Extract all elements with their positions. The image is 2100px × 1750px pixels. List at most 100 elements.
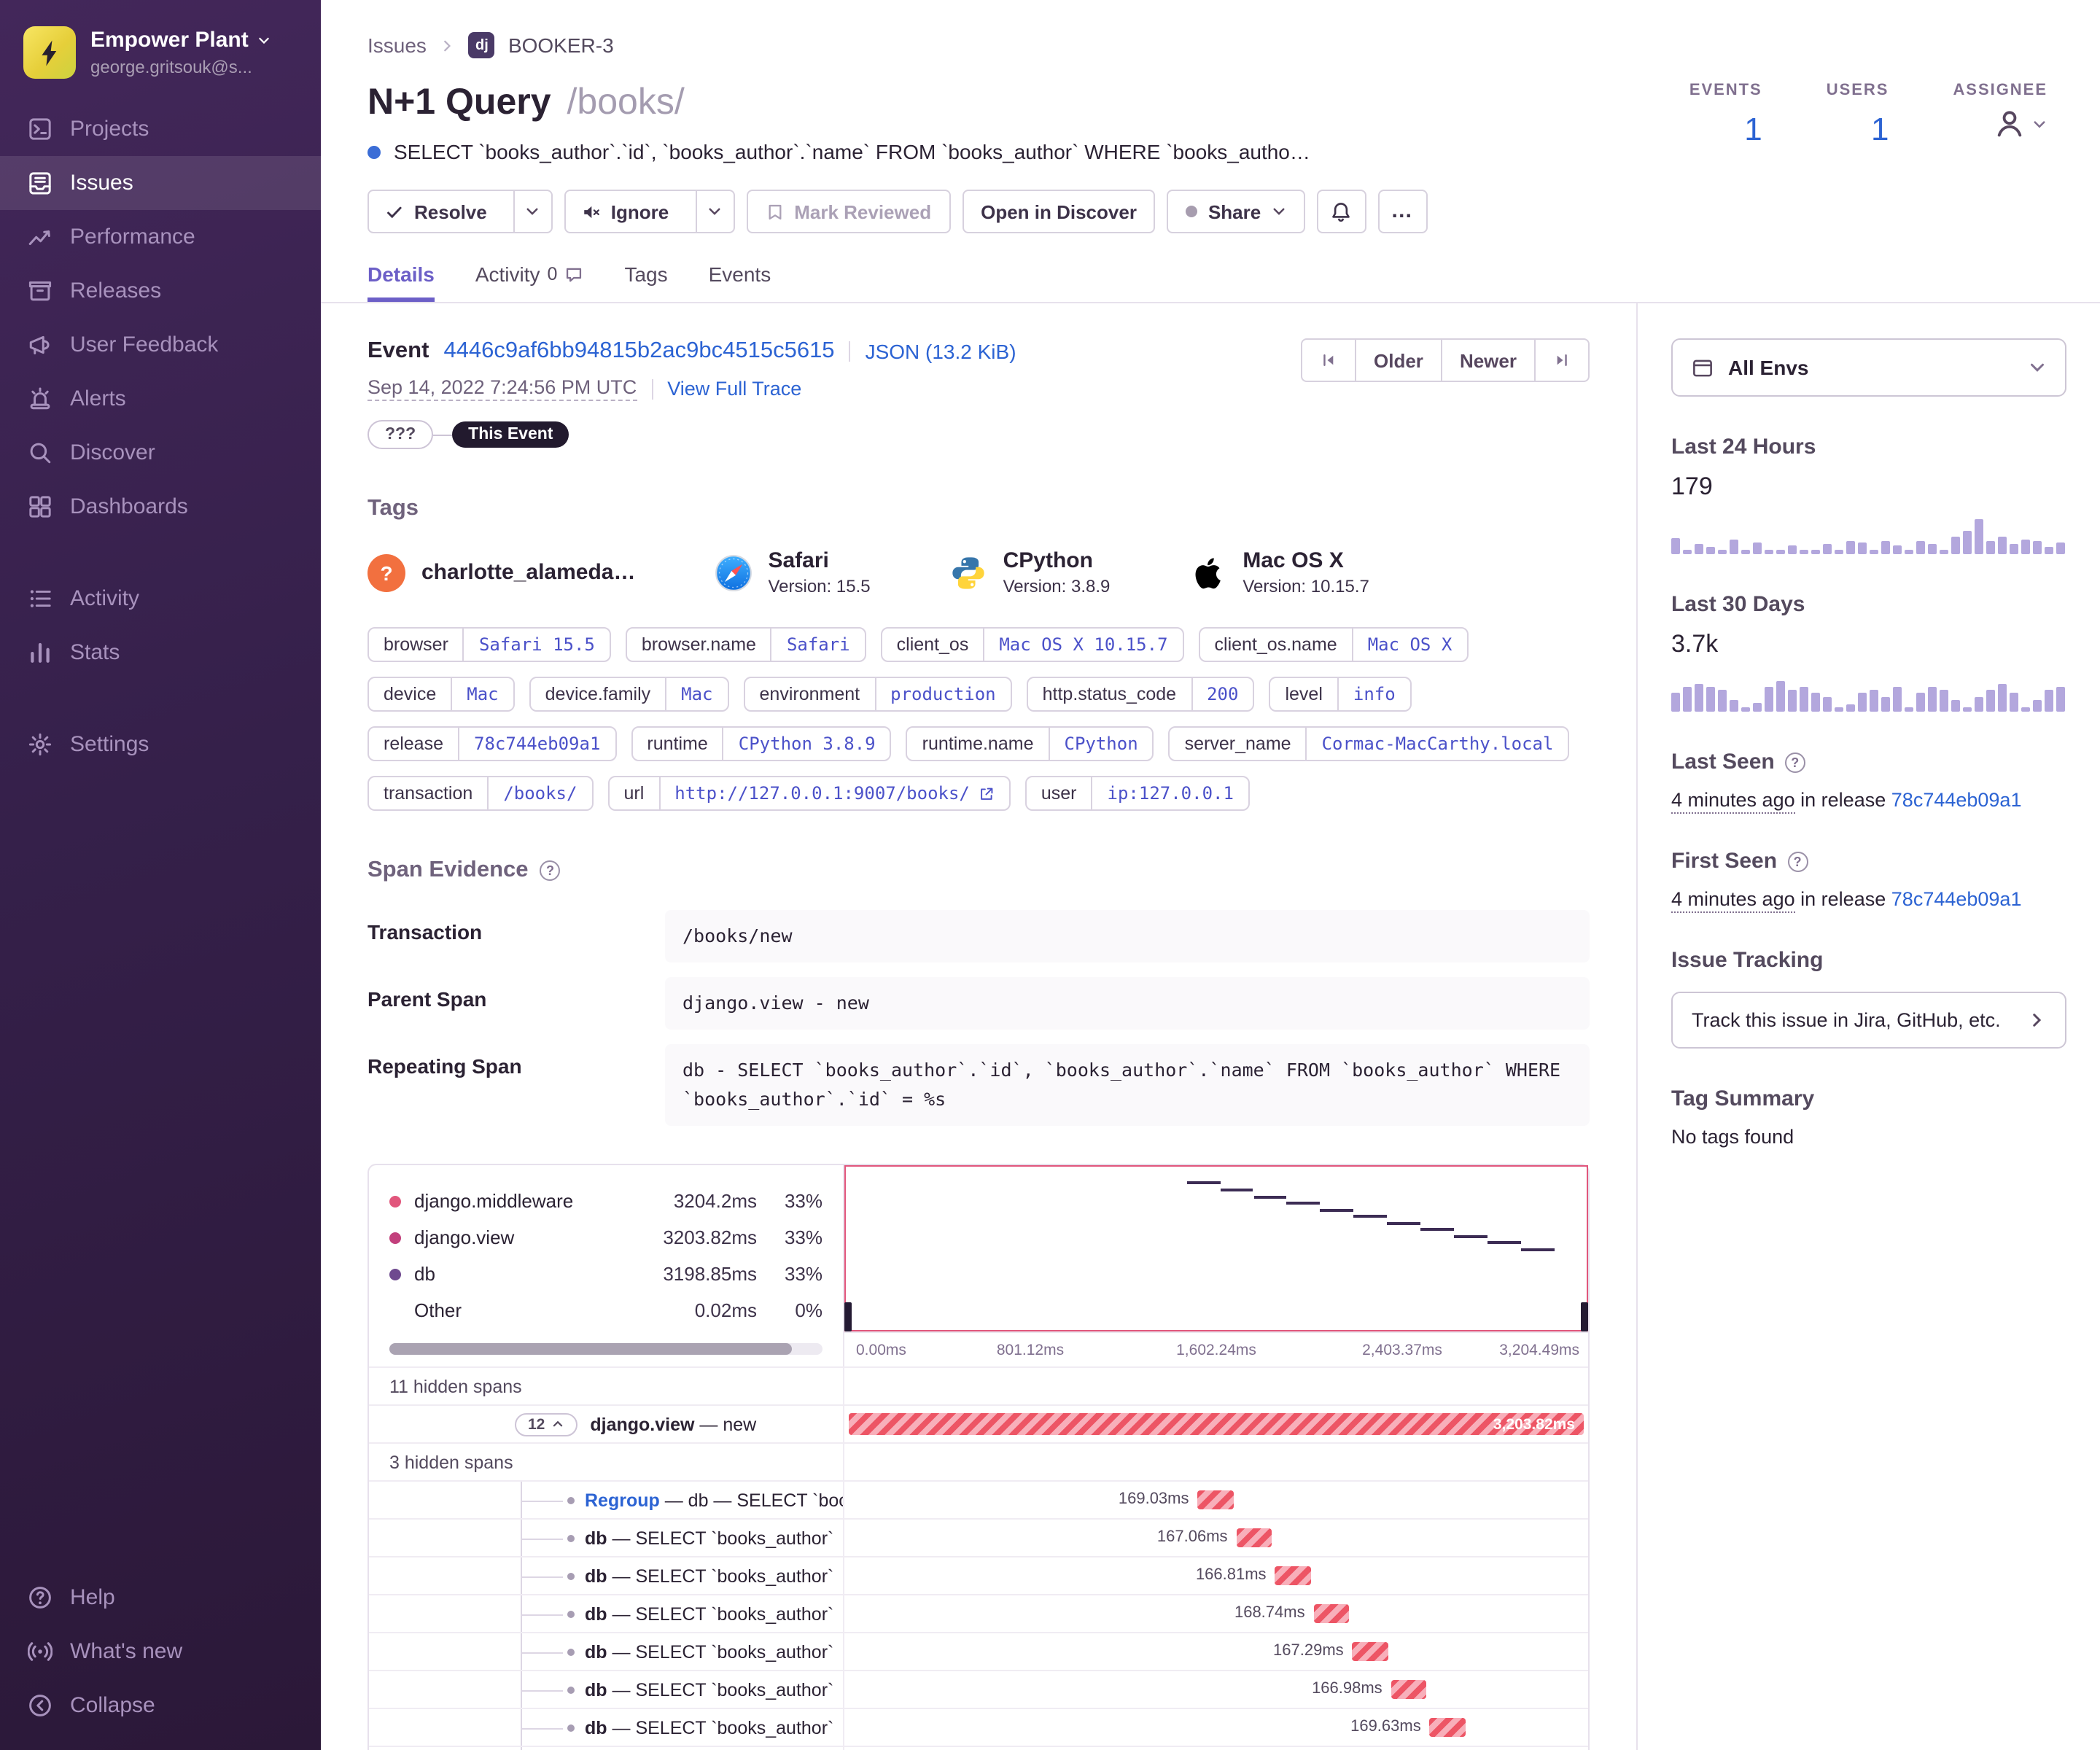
org-email: george.gritsouk@s... [90, 57, 252, 77]
newer-event-button[interactable]: Newer [1440, 338, 1536, 382]
tag-value-link[interactable]: CPython [1048, 728, 1153, 760]
resolve-button[interactable]: Resolve [368, 190, 553, 233]
span-count-badge[interactable]: 12 [515, 1412, 578, 1436]
span-row[interactable]: db — SELECT `books_author` 166.98ms [369, 1670, 1588, 1708]
sidebar-item-releases[interactable]: Releases [0, 264, 321, 318]
evidence-row: Transaction/books/new [368, 910, 1590, 962]
span-minimap[interactable] [844, 1165, 1588, 1331]
first-event-button[interactable] [1301, 338, 1356, 382]
tag-value-link[interactable]: Safari 15.5 [462, 629, 610, 661]
tag-value-link[interactable]: 78c744eb09a1 [458, 728, 615, 760]
tag-value-link[interactable]: production [874, 678, 1010, 710]
event-header: Event 4446c9af6bb94815b2ac9bc4515c5615 J… [368, 338, 1590, 449]
python-icon [949, 553, 987, 591]
sidebar-item-alerts[interactable]: Alerts [0, 372, 321, 426]
hidden-spans-row[interactable]: 3 hidden spans [369, 1442, 1588, 1480]
last-seen-release-link[interactable]: 78c744eb09a1 [1891, 789, 2022, 811]
hidden-spans-row[interactable]: 11 hidden spans [369, 1366, 1588, 1404]
event-pills: ??? This Event [368, 420, 1016, 449]
sidebar-item-dashboards[interactable]: Dashboards [0, 480, 321, 534]
span-row[interactable]: db — SELECT `books_author` 168.74ms [369, 1594, 1588, 1632]
sidebar-item-what-s-new[interactable]: What's new [0, 1625, 321, 1679]
tag-value-link[interactable]: Mac [665, 678, 727, 710]
span-bar [1197, 1490, 1234, 1509]
last-event-button[interactable] [1534, 338, 1590, 382]
breadcrumb: Issues dj BOOKER-3 [321, 32, 2100, 58]
more-actions-button[interactable]: … [1377, 190, 1428, 233]
assignee-selector[interactable] [1953, 108, 2048, 140]
sidebar-item-help[interactable]: Help [0, 1571, 321, 1625]
tag-value-link[interactable]: ip:127.0.0.1 [1091, 777, 1248, 809]
tab-details[interactable]: Details [368, 262, 435, 302]
tag-pill: device Mac [368, 677, 515, 712]
minimap-right-handle[interactable] [1581, 1302, 1588, 1331]
tag-value-link[interactable]: Cormac-MacCarthy.local [1305, 728, 1568, 760]
tag-pill: client_os Mac OS X 10.15.7 [880, 627, 1184, 662]
last-seen-block: Last Seen? 4 minutes ago in release 78c7… [1671, 750, 2066, 814]
view-full-trace-link[interactable]: View Full Trace [667, 378, 802, 400]
dashboards-icon [28, 494, 52, 519]
alerts-icon [28, 386, 52, 411]
subscribe-bell-button[interactable] [1316, 190, 1366, 233]
evidence-row: Repeating Span db - SELECT `books_author`… [368, 1044, 1590, 1126]
tab-activity[interactable]: Activity 0 [475, 262, 584, 302]
issue-tracking-button[interactable]: Track this issue in Jira, GitHub, etc. [1671, 992, 2066, 1049]
minimap-left-handle[interactable] [844, 1302, 852, 1331]
sidebar-footer: Help What's new Collapse [0, 1571, 321, 1750]
sidebar-item-collapse[interactable]: Collapse [0, 1679, 321, 1732]
tag-value-link[interactable]: http://127.0.0.1:9007/books/ [658, 777, 1009, 809]
resolve-dropdown-button[interactable] [513, 191, 551, 232]
ignore-dropdown-button[interactable] [695, 191, 733, 232]
sidebar-item-projects[interactable]: Projects [0, 102, 321, 156]
older-event-button[interactable]: Older [1355, 338, 1442, 382]
ignore-button[interactable]: Ignore [564, 190, 735, 233]
span-row[interactable]: Regroup — db — SELECT `boo 169.03ms [369, 1480, 1588, 1518]
event-json-link[interactable]: JSON (13.2 KiB) [865, 340, 1016, 363]
sidebar-item-discover[interactable]: Discover [0, 426, 321, 480]
tag-value-link[interactable]: 200 [1191, 678, 1253, 710]
first-seen-release-link[interactable]: 78c744eb09a1 [1891, 888, 2022, 910]
window-icon [1692, 357, 1714, 378]
tab-events[interactable]: Events [708, 262, 771, 286]
stat-events-value[interactable]: 1 [1744, 111, 1762, 147]
chevron-up-icon [551, 1418, 564, 1431]
sidebar-item-user-feedback[interactable]: User Feedback [0, 318, 321, 372]
last-30-days-sparkline [1671, 672, 2066, 712]
scrollbar-thumb[interactable] [389, 1343, 793, 1355]
last-30-days-block: Last 30 Days 3.7k [1671, 592, 2066, 712]
open-in-discover-button[interactable]: Open in Discover [962, 190, 1156, 233]
mark-reviewed-button[interactable]: Mark Reviewed [746, 190, 951, 233]
breadcrumb-issues[interactable]: Issues [368, 34, 427, 57]
span-row[interactable]: db — SELECT `books_author` 169.63ms [369, 1708, 1588, 1746]
first-seen-block: First Seen? 4 minutes ago in release 78c… [1671, 849, 2066, 913]
chevron-down-icon [2031, 116, 2048, 132]
span-row[interactable]: db — SELECT `books_author` 166.87ms [369, 1746, 1588, 1750]
sidebar-item-performance[interactable]: Performance [0, 210, 321, 264]
sidebar-item-issues[interactable]: Issues [0, 156, 321, 210]
tag-pill: browser.name Safari [625, 627, 866, 662]
span-row[interactable]: db — SELECT `books_author` 167.29ms [369, 1632, 1588, 1670]
tag-value-link[interactable]: info [1337, 678, 1410, 710]
tag-value-link[interactable]: /books/ [487, 777, 591, 809]
chevron-down-icon [526, 204, 540, 219]
external-link-icon [979, 785, 995, 801]
skip-last-icon [1553, 351, 1571, 369]
stat-users-value[interactable]: 1 [1870, 111, 1889, 147]
tag-value-link[interactable]: Mac OS X 10.15.7 [983, 629, 1182, 661]
tag-value-link[interactable]: Mac OS X [1351, 629, 1467, 661]
tag-value-link[interactable]: CPython 3.8.9 [722, 728, 890, 760]
org-switcher[interactable]: Empower Plant george.gritsouk@s... [0, 0, 321, 96]
event-id-link[interactable]: 4446c9af6bb94815b2ac9bc4515c5615 [443, 338, 835, 363]
environment-selector[interactable]: All Envs [1671, 338, 2066, 397]
tab-tags[interactable]: Tags [624, 262, 668, 286]
span-group-row[interactable]: 12 django.view — new 3,203.82ms [369, 1404, 1588, 1442]
tag-value-link[interactable]: Mac [451, 678, 513, 710]
sidebar-item-settings[interactable]: Settings [0, 718, 321, 771]
sidebar-item-activity[interactable]: Activity [0, 572, 321, 626]
org-logo-icon [23, 26, 76, 79]
span-row[interactable]: db — SELECT `books_author` 167.06ms [369, 1518, 1588, 1556]
share-button[interactable]: Share [1167, 190, 1305, 233]
span-row[interactable]: db — SELECT `books_author` 166.81ms [369, 1556, 1588, 1594]
sidebar-item-stats[interactable]: Stats [0, 626, 321, 680]
tag-value-link[interactable]: Safari [770, 629, 865, 661]
